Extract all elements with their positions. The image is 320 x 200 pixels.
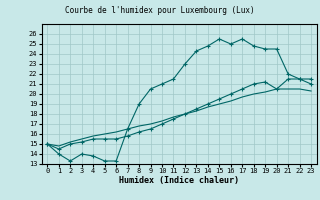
X-axis label: Humidex (Indice chaleur): Humidex (Indice chaleur): [119, 176, 239, 185]
Text: Courbe de l'humidex pour Luxembourg (Lux): Courbe de l'humidex pour Luxembourg (Lux…: [65, 6, 255, 15]
